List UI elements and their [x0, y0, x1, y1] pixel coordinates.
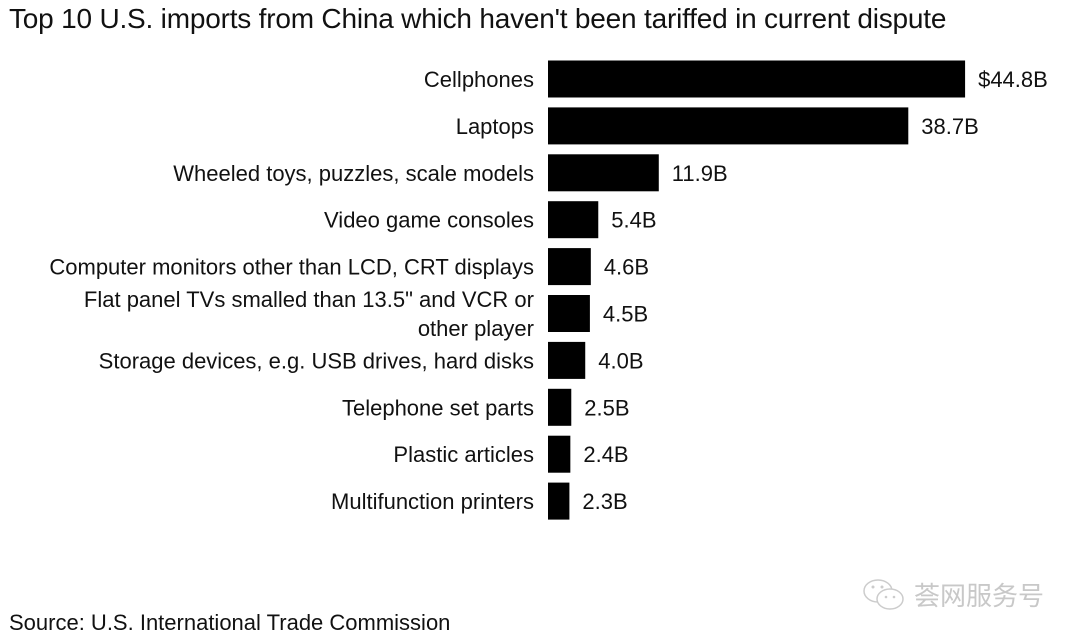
category-label: Laptops: [456, 114, 534, 139]
data-label: 4.6B: [604, 255, 649, 280]
data-label: 4.0B: [598, 348, 643, 373]
data-label: 2.3B: [582, 489, 627, 514]
category-label: Multifunction printers: [331, 489, 534, 514]
bar: [548, 341, 586, 379]
bar: [548, 60, 966, 98]
data-label: 2.4B: [583, 442, 628, 467]
category-label: Video game consoles: [324, 208, 534, 233]
category-label: Flat panel TVs smalled than 13.5" and VC…: [84, 287, 534, 341]
bar: [548, 107, 909, 145]
data-label: 38.7B: [921, 114, 979, 139]
chart-title: Top 10 U.S. imports from China which hav…: [9, 3, 947, 34]
bar: [548, 295, 590, 332]
category-label: Plastic articles: [393, 442, 534, 467]
category-label: Computer monitors other than LCD, CRT di…: [49, 255, 534, 280]
category-label: Cellphones: [424, 67, 534, 92]
data-label: 4.5B: [603, 302, 648, 327]
watermark-text: 荟网服务号: [914, 581, 1045, 611]
bar: [548, 201, 599, 239]
category-label: Storage devices, e.g. USB drives, hard d…: [99, 348, 534, 373]
watermark: 荟网服务号: [862, 576, 1044, 613]
category-label: Telephone set parts: [342, 395, 534, 420]
bar: [548, 482, 570, 520]
bar: [548, 248, 591, 286]
data-label: 2.5B: [584, 395, 629, 420]
data-label: $44.8B: [978, 67, 1048, 92]
data-label: 11.9B: [672, 161, 728, 186]
bar: [548, 435, 571, 473]
bar: [548, 154, 659, 192]
bar: [548, 388, 572, 426]
data-label: 5.4B: [611, 208, 656, 233]
source-note: Source: U.S. International Trade Commiss…: [9, 610, 451, 635]
category-label: Wheeled toys, puzzles, scale models: [173, 161, 534, 186]
wechat-icon: [863, 578, 904, 610]
